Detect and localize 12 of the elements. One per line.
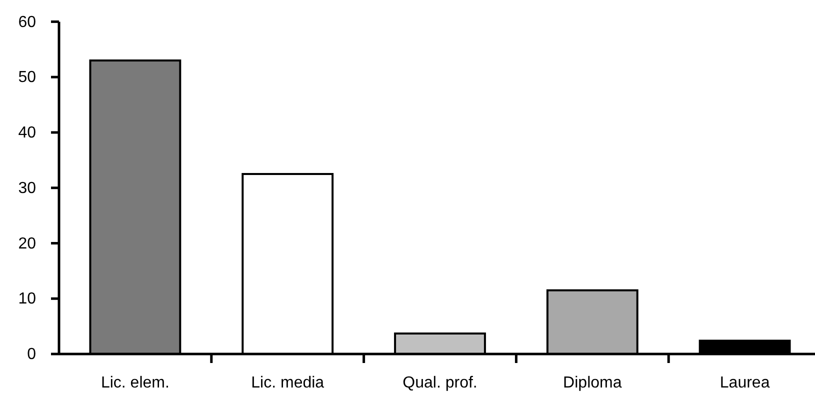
x-tick-label: Diploma: [563, 374, 622, 392]
y-tick-label: 20: [18, 235, 36, 252]
y-tick-label: 40: [18, 124, 36, 142]
x-tick-label: Lic. media: [251, 374, 324, 392]
y-tick-label: 50: [18, 69, 36, 86]
y-tick-label: 0: [27, 346, 36, 364]
y-tick-label: 10: [18, 290, 36, 308]
x-tick-label: Laurea: [720, 374, 770, 392]
y-tick-label: 30: [18, 180, 36, 197]
x-tick-label: Lic. elem.: [100, 374, 170, 392]
y-tick-label: 60: [18, 14, 36, 31]
x-tick-label: Qual. prof.: [402, 374, 478, 392]
